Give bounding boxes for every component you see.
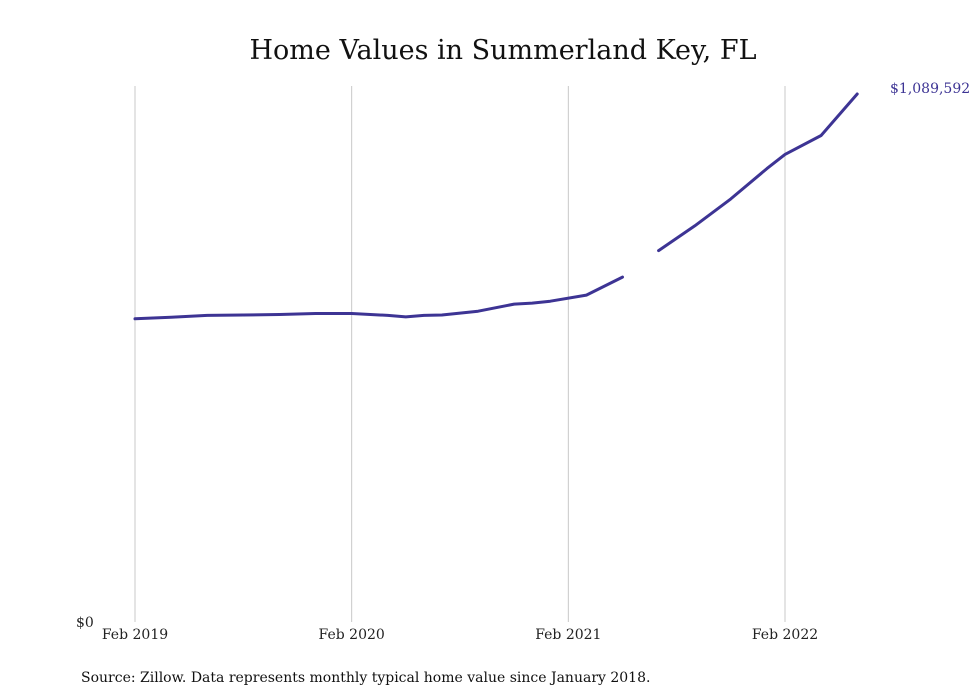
x-tick-labels: Feb 2019 Feb 2020 Feb 2021 Feb 2022 [102, 627, 818, 643]
end-value-label: $1,089,592 [890, 81, 970, 97]
series-line-segment [657, 92, 859, 253]
series-line-segment [133, 275, 624, 321]
chart-title: Home Values in Summerland Key, FL [249, 35, 756, 66]
source-note: Source: Zillow. Data represents monthly … [81, 670, 650, 686]
x-tick-label: Feb 2020 [319, 627, 385, 643]
series-lines [133, 92, 859, 321]
x-tick-label: Feb 2021 [535, 627, 601, 643]
x-tick-label: Feb 2019 [102, 627, 168, 643]
grid-lines [134, 86, 786, 622]
y-tick-label: $0 [76, 615, 94, 631]
x-tick-label: Feb 2022 [752, 627, 818, 643]
